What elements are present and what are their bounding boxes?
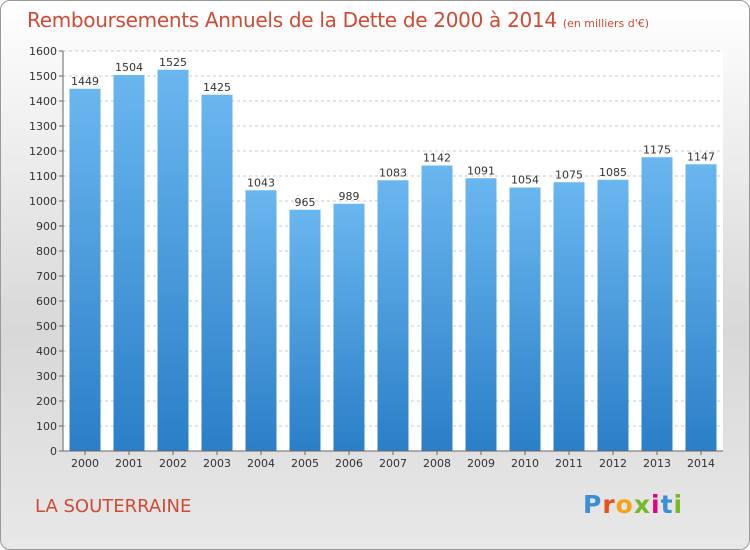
- y-tick-label: 700: [36, 270, 57, 283]
- value-label-2007: 1083: [379, 166, 407, 179]
- x-tick-label-2012: 2012: [599, 457, 627, 470]
- value-label-2002: 1525: [159, 56, 187, 69]
- value-label-2004: 1043: [247, 176, 275, 189]
- y-tick-label: 1500: [29, 70, 57, 83]
- y-tick-label: 400: [36, 345, 57, 358]
- value-label-2005: 965: [295, 196, 316, 209]
- value-label-2000: 1449: [71, 75, 99, 88]
- logo-letter: P: [583, 490, 603, 519]
- x-tick-label-2006: 2006: [335, 457, 363, 470]
- value-label-2013: 1175: [643, 143, 671, 156]
- y-tick-label: 1100: [29, 170, 57, 183]
- value-label-2011: 1075: [555, 168, 583, 181]
- bar-2006: [333, 203, 365, 451]
- y-tick-label: 1300: [29, 120, 57, 133]
- bar-2005: [289, 209, 321, 451]
- x-tick-label-2011: 2011: [555, 457, 583, 470]
- x-tick-label-2013: 2013: [643, 457, 671, 470]
- bar-2012: [597, 179, 629, 451]
- bar-2013: [641, 157, 673, 451]
- bar-2004: [245, 190, 277, 451]
- proxiti-logo: Proxiti: [583, 490, 683, 519]
- x-tick-label-2008: 2008: [423, 457, 451, 470]
- value-label-2006: 989: [339, 190, 360, 203]
- logo-letter: o: [615, 490, 634, 519]
- value-label-2003: 1425: [203, 81, 231, 94]
- x-tick-label-2014: 2014: [687, 457, 715, 470]
- chart-title-main: Remboursements Annuels de la Dette de 20…: [27, 8, 557, 32]
- bar-2000: [69, 88, 101, 451]
- y-tick-label: 1600: [29, 45, 57, 58]
- bar-2007: [377, 180, 409, 451]
- y-tick-label: 800: [36, 245, 57, 258]
- y-tick-label: 1400: [29, 95, 57, 108]
- logo-letter: i: [651, 490, 661, 519]
- value-label-2012: 1085: [599, 166, 627, 179]
- y-tick-label: 1200: [29, 145, 57, 158]
- y-tick-label: 100: [36, 420, 57, 433]
- bar-2003: [201, 94, 233, 451]
- x-tick-label-2003: 2003: [203, 457, 231, 470]
- x-tick-label-2000: 2000: [71, 457, 99, 470]
- bar-2008: [421, 165, 453, 451]
- bar-2010: [509, 187, 541, 451]
- y-tick-label: 500: [36, 320, 57, 333]
- bar-2009: [465, 178, 497, 451]
- chart-title: Remboursements Annuels de la Dette de 20…: [27, 8, 649, 32]
- chart-title-unit: (en milliers d'€): [562, 17, 650, 30]
- city-name: LA SOUTERRAINE: [35, 496, 192, 517]
- y-tick-label: 900: [36, 220, 57, 233]
- value-label-2010: 1054: [511, 174, 539, 187]
- x-tick-label-2002: 2002: [159, 457, 187, 470]
- logo-letter: i: [673, 490, 684, 519]
- logo-letter: x: [633, 490, 651, 519]
- value-label-2009: 1091: [467, 164, 495, 177]
- x-tick-label-2001: 2001: [115, 457, 143, 470]
- y-tick-label: 0: [50, 445, 57, 458]
- bar-2001: [113, 75, 145, 451]
- y-tick-label: 300: [36, 370, 57, 383]
- bar-2014: [685, 164, 717, 451]
- x-tick-label-2010: 2010: [511, 457, 539, 470]
- bar-2002: [157, 69, 189, 451]
- x-tick-label-2007: 2007: [379, 457, 407, 470]
- value-label-2014: 1147: [687, 150, 715, 163]
- x-tick-label-2004: 2004: [247, 457, 275, 470]
- y-tick-label: 600: [36, 295, 57, 308]
- y-tick-label: 1000: [29, 195, 57, 208]
- value-label-2008: 1142: [423, 152, 451, 165]
- logo-letter: r: [602, 490, 616, 519]
- logo-letter: t: [660, 490, 674, 519]
- y-tick-label: 200: [36, 395, 57, 408]
- x-tick-label-2009: 2009: [467, 457, 495, 470]
- x-tick-label-2005: 2005: [291, 457, 319, 470]
- bar-2011: [553, 182, 585, 451]
- value-label-2001: 1504: [115, 61, 143, 74]
